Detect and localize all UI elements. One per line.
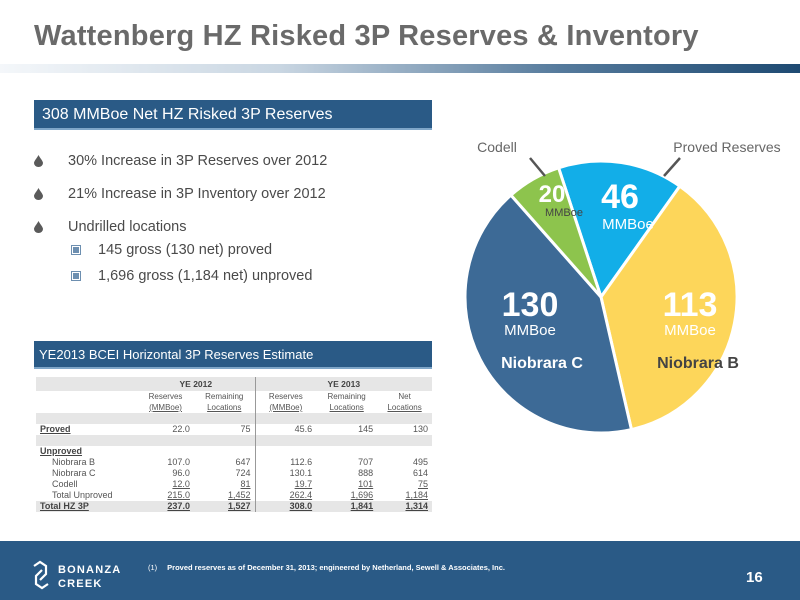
table-row: Niobrara C 96.0 724 130.1 888 614 <box>52 468 428 479</box>
table-row: Unproved <box>36 446 432 457</box>
slice-label-proved-reserves: Proved Reserves <box>673 139 780 155</box>
bullet-item: 21% Increase in 3P Inventory over 2012 <box>34 186 326 202</box>
drop-bullet-icon <box>34 188 43 200</box>
bonanza-creek-logo: BONANZA CREEK <box>33 560 121 590</box>
bullet-item: Undrilled locations <box>34 219 186 235</box>
table-title: YE2013 BCEI Horizontal 3P Reserves Estim… <box>39 347 314 362</box>
pie-slice-codell <box>508 165 603 298</box>
slice-label-niobrara-b: Niobrara B <box>657 355 739 372</box>
slice-value-proved-reserves: 46 <box>601 178 639 216</box>
slice-label-niobrara-c: Niobrara C <box>501 355 583 372</box>
reserves-banner-text: 308 MMBoe Net HZ Risked 3P Reserves <box>42 106 333 123</box>
table-row: Proved 22.0 75 45.6 145 130 <box>40 424 428 435</box>
footer-bar <box>0 541 800 600</box>
footnote-mark: (1) <box>148 563 158 572</box>
footnote-text: Proved reserves as of December 31, 2013;… <box>167 563 505 572</box>
column-subheader: Locations <box>329 403 364 412</box>
slice-unit-niobrara-c: MMBoe <box>504 322 556 339</box>
square-bullet-icon <box>71 271 81 281</box>
drop-bullet-icon <box>34 221 43 233</box>
table-row: Codell 12.0 81 19.7 101 75 <box>52 479 428 490</box>
slice-value-niobrara-c: 130 <box>502 286 559 324</box>
logo-line2: CREEK <box>58 578 103 590</box>
pie-slice-proved-reserves <box>556 159 682 301</box>
leader-line-codell <box>529 157 546 177</box>
bullet-text: 21% Increase in 3P Inventory over 2012 <box>68 186 326 202</box>
year-2013-header: YE 2013 <box>255 377 432 391</box>
title-divider <box>0 64 800 73</box>
leader-line-proved <box>663 157 681 177</box>
column-header: Reserves <box>148 392 183 401</box>
column-subheader: (MMBoe) <box>269 403 303 412</box>
year-2012-header: YE 2012 <box>137 377 256 391</box>
bullet-text: 30% Increase in 3P Reserves over 2012 <box>68 153 328 169</box>
slice-unit-niobrara-b: MMBoe <box>664 322 716 339</box>
sub-bullet-text: 1,696 gross (1,184 net) unproved <box>98 268 313 284</box>
column-header: Reserves <box>268 392 303 401</box>
slide-title: Wattenberg HZ Risked 3P Reserves & Inven… <box>34 20 699 52</box>
square-bullet-icon <box>71 245 81 255</box>
bullet-text: Undrilled locations <box>68 219 187 235</box>
column-subheader: Locations <box>387 403 422 412</box>
table-banner: YE2013 BCEI Horizontal 3P Reserves Estim… <box>34 341 432 369</box>
table-row: Total Unproved 215.0 1,452 262.4 1,696 1… <box>52 490 428 501</box>
sub-bullet-text: 145 gross (130 net) proved <box>98 242 273 258</box>
column-subheader: (MMBoe) <box>149 403 182 412</box>
reserves-banner: 308 MMBoe Net HZ Risked 3P Reserves <box>34 100 432 130</box>
page-number: 16 <box>746 569 763 586</box>
slice-unit-proved-reserves: MMBoe <box>602 216 654 233</box>
slice-unit-codell: MMBoe <box>545 207 583 219</box>
logo-line1: BONANZA <box>58 564 121 576</box>
pie-slice-niobrara-c <box>463 192 634 435</box>
sub-bullet-item: 145 gross (130 net) proved <box>71 242 273 258</box>
slice-value-codell: 20 <box>539 181 566 208</box>
bullet-item: 30% Increase in 3P Reserves over 2012 <box>34 153 327 169</box>
column-header: Net <box>398 392 411 401</box>
sub-bullet-item: 1,696 gross (1,184 net) unproved <box>71 268 313 284</box>
reserves-table: YE 2012 YE 2013 Reserves Remaining Reser… <box>36 377 432 512</box>
drop-bullet-icon <box>34 155 43 167</box>
footnote: (1) Proved reserves as of December 31, 20… <box>148 563 505 572</box>
slice-value-niobrara-b: 113 <box>663 286 718 324</box>
column-header: Remaining <box>193 391 256 402</box>
pie-slice-niobrara-b <box>599 184 739 432</box>
column-header: Remaining <box>327 392 366 401</box>
column-subheader: Locations <box>193 402 256 413</box>
table-row: Niobrara B 107.0 647 112.6 707 495 <box>52 457 428 468</box>
slice-label-codell: Codell <box>477 139 517 155</box>
table-row: Total HZ 3P 237.0 1,527 308.0 1,841 1,31… <box>36 501 432 512</box>
